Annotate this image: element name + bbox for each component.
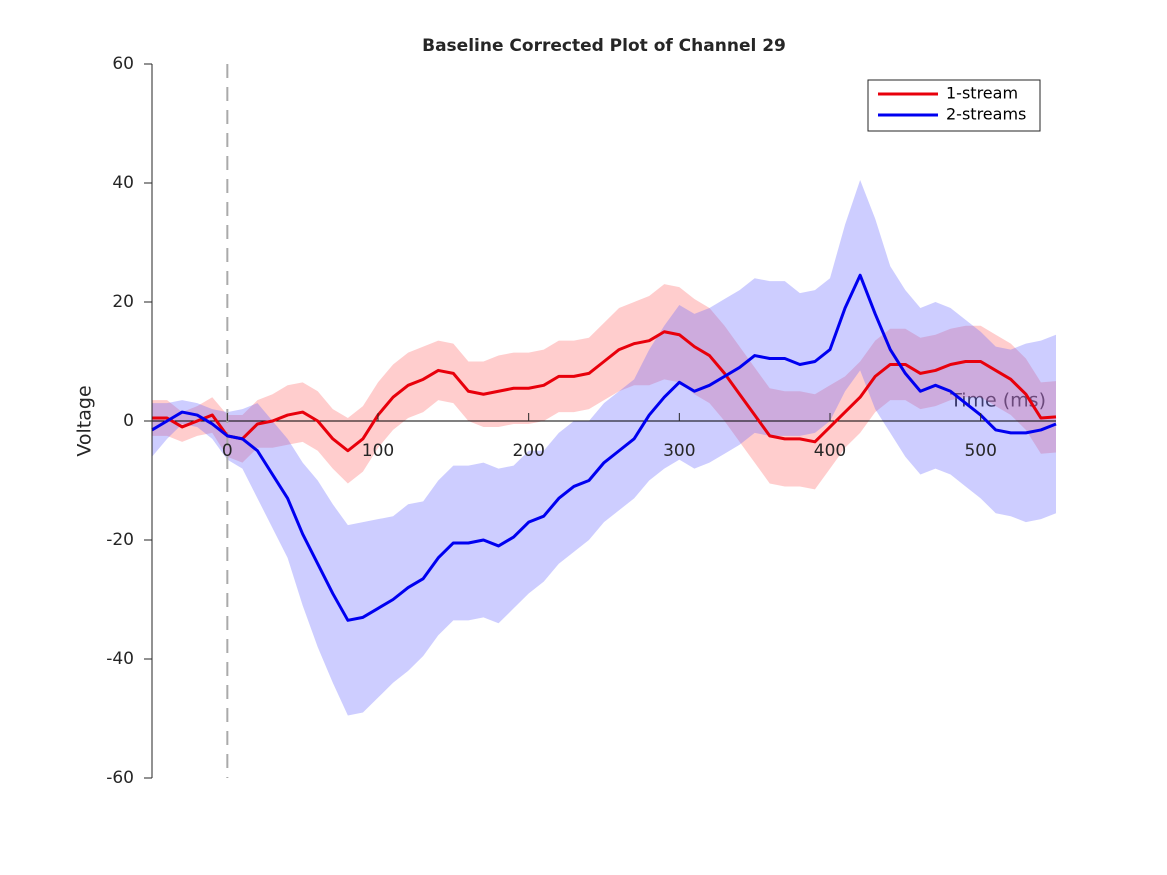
- y-tick-label: -40: [106, 649, 134, 669]
- x-tick-label: 500: [964, 441, 996, 461]
- legend-label: 1-stream: [946, 84, 1018, 103]
- y-axis-label: Voltage: [74, 385, 96, 456]
- legend: 1-stream 2-streams: [867, 79, 1041, 132]
- legend-label: 2-streams: [946, 105, 1026, 124]
- error-band: [152, 180, 1056, 716]
- y-tick-label: -20: [106, 530, 134, 550]
- line: [151, 273, 1057, 622]
- y-tick-label: 60: [112, 54, 134, 74]
- x-axis-label: Time (ms): [949, 390, 1046, 412]
- y-tick-label: 40: [112, 173, 134, 193]
- y-tick-label: 20: [112, 292, 134, 312]
- x-tick-label: 200: [512, 441, 544, 461]
- legend-box: [867, 79, 1041, 132]
- y-tick-label: -60: [106, 768, 134, 788]
- line: [152, 330, 1057, 453]
- error-band: [152, 284, 1056, 490]
- y-tick-label: 0: [123, 411, 134, 431]
- x-tick-label: 300: [663, 441, 695, 461]
- chart-title: Baseline Corrected Plot of Channel 29: [422, 36, 786, 56]
- x-tick-label: 0: [222, 441, 233, 461]
- x-tick-label: 100: [362, 441, 394, 461]
- x-tick-label: 400: [814, 441, 846, 461]
